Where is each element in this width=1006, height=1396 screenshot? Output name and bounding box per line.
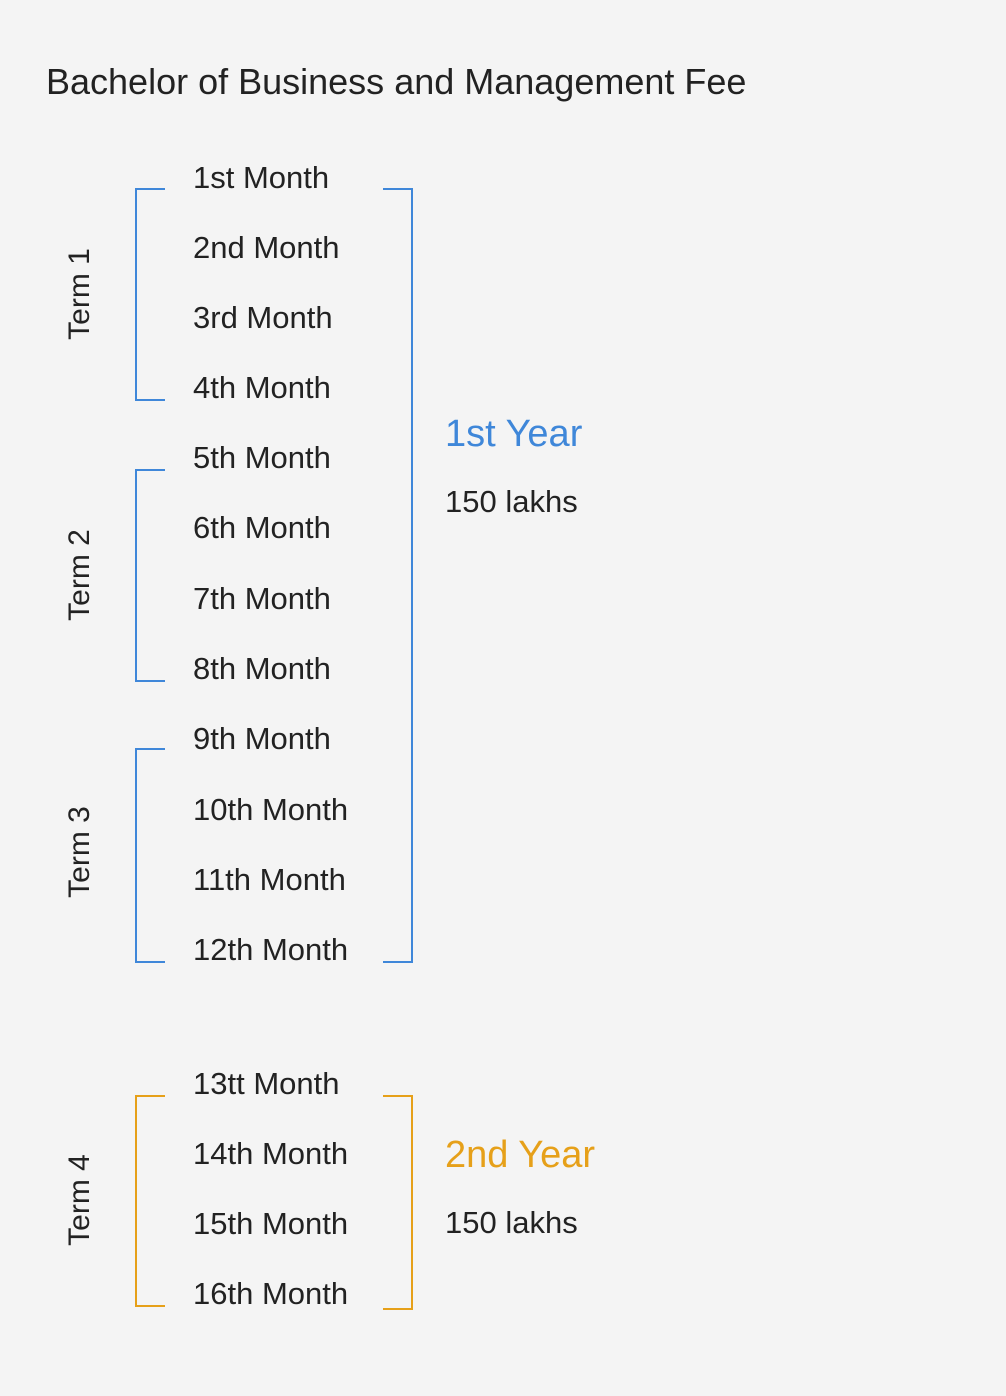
year-1-fee: 150 lakhs (445, 484, 578, 519)
term-1-bracket (135, 188, 165, 401)
month-label: 8th Month (193, 651, 331, 686)
term-4-bracket (135, 1095, 165, 1307)
month-label: 16th Month (193, 1276, 349, 1311)
month-label: 9th Month (193, 721, 331, 756)
year-1-title: 1st Year (445, 413, 583, 455)
month-label: 4th Month (193, 370, 331, 405)
month-label: 2nd Month (193, 230, 340, 265)
year-1-bracket (383, 188, 413, 963)
term-label: Term 1 (63, 248, 96, 340)
term-label: Term 4 (63, 1154, 96, 1246)
year-2-title: 2nd Year (445, 1134, 596, 1176)
term-3-bracket (135, 748, 165, 963)
term-2-bracket (135, 469, 165, 682)
term-label: Term 3 (63, 806, 96, 898)
month-label: 5th Month (193, 440, 331, 475)
month-label: 14th Month (193, 1136, 349, 1171)
page-title: Bachelor of Business and Management Fee (46, 61, 747, 102)
year-2-fee: 150 lakhs (445, 1205, 578, 1240)
month-label: 13tt Month (193, 1066, 340, 1101)
month-label: 15th Month (193, 1206, 349, 1241)
month-label: 11th Month (193, 862, 346, 897)
term-label: Term 2 (63, 529, 96, 621)
month-label: 3rd Month (193, 300, 333, 335)
month-label: 6th Month (193, 510, 331, 545)
month-label: 7th Month (193, 581, 331, 616)
month-label: 1st Month (193, 160, 330, 195)
month-label: 12th Month (193, 932, 349, 967)
year-2-bracket (383, 1095, 413, 1310)
month-label: 10th Month (193, 792, 349, 827)
